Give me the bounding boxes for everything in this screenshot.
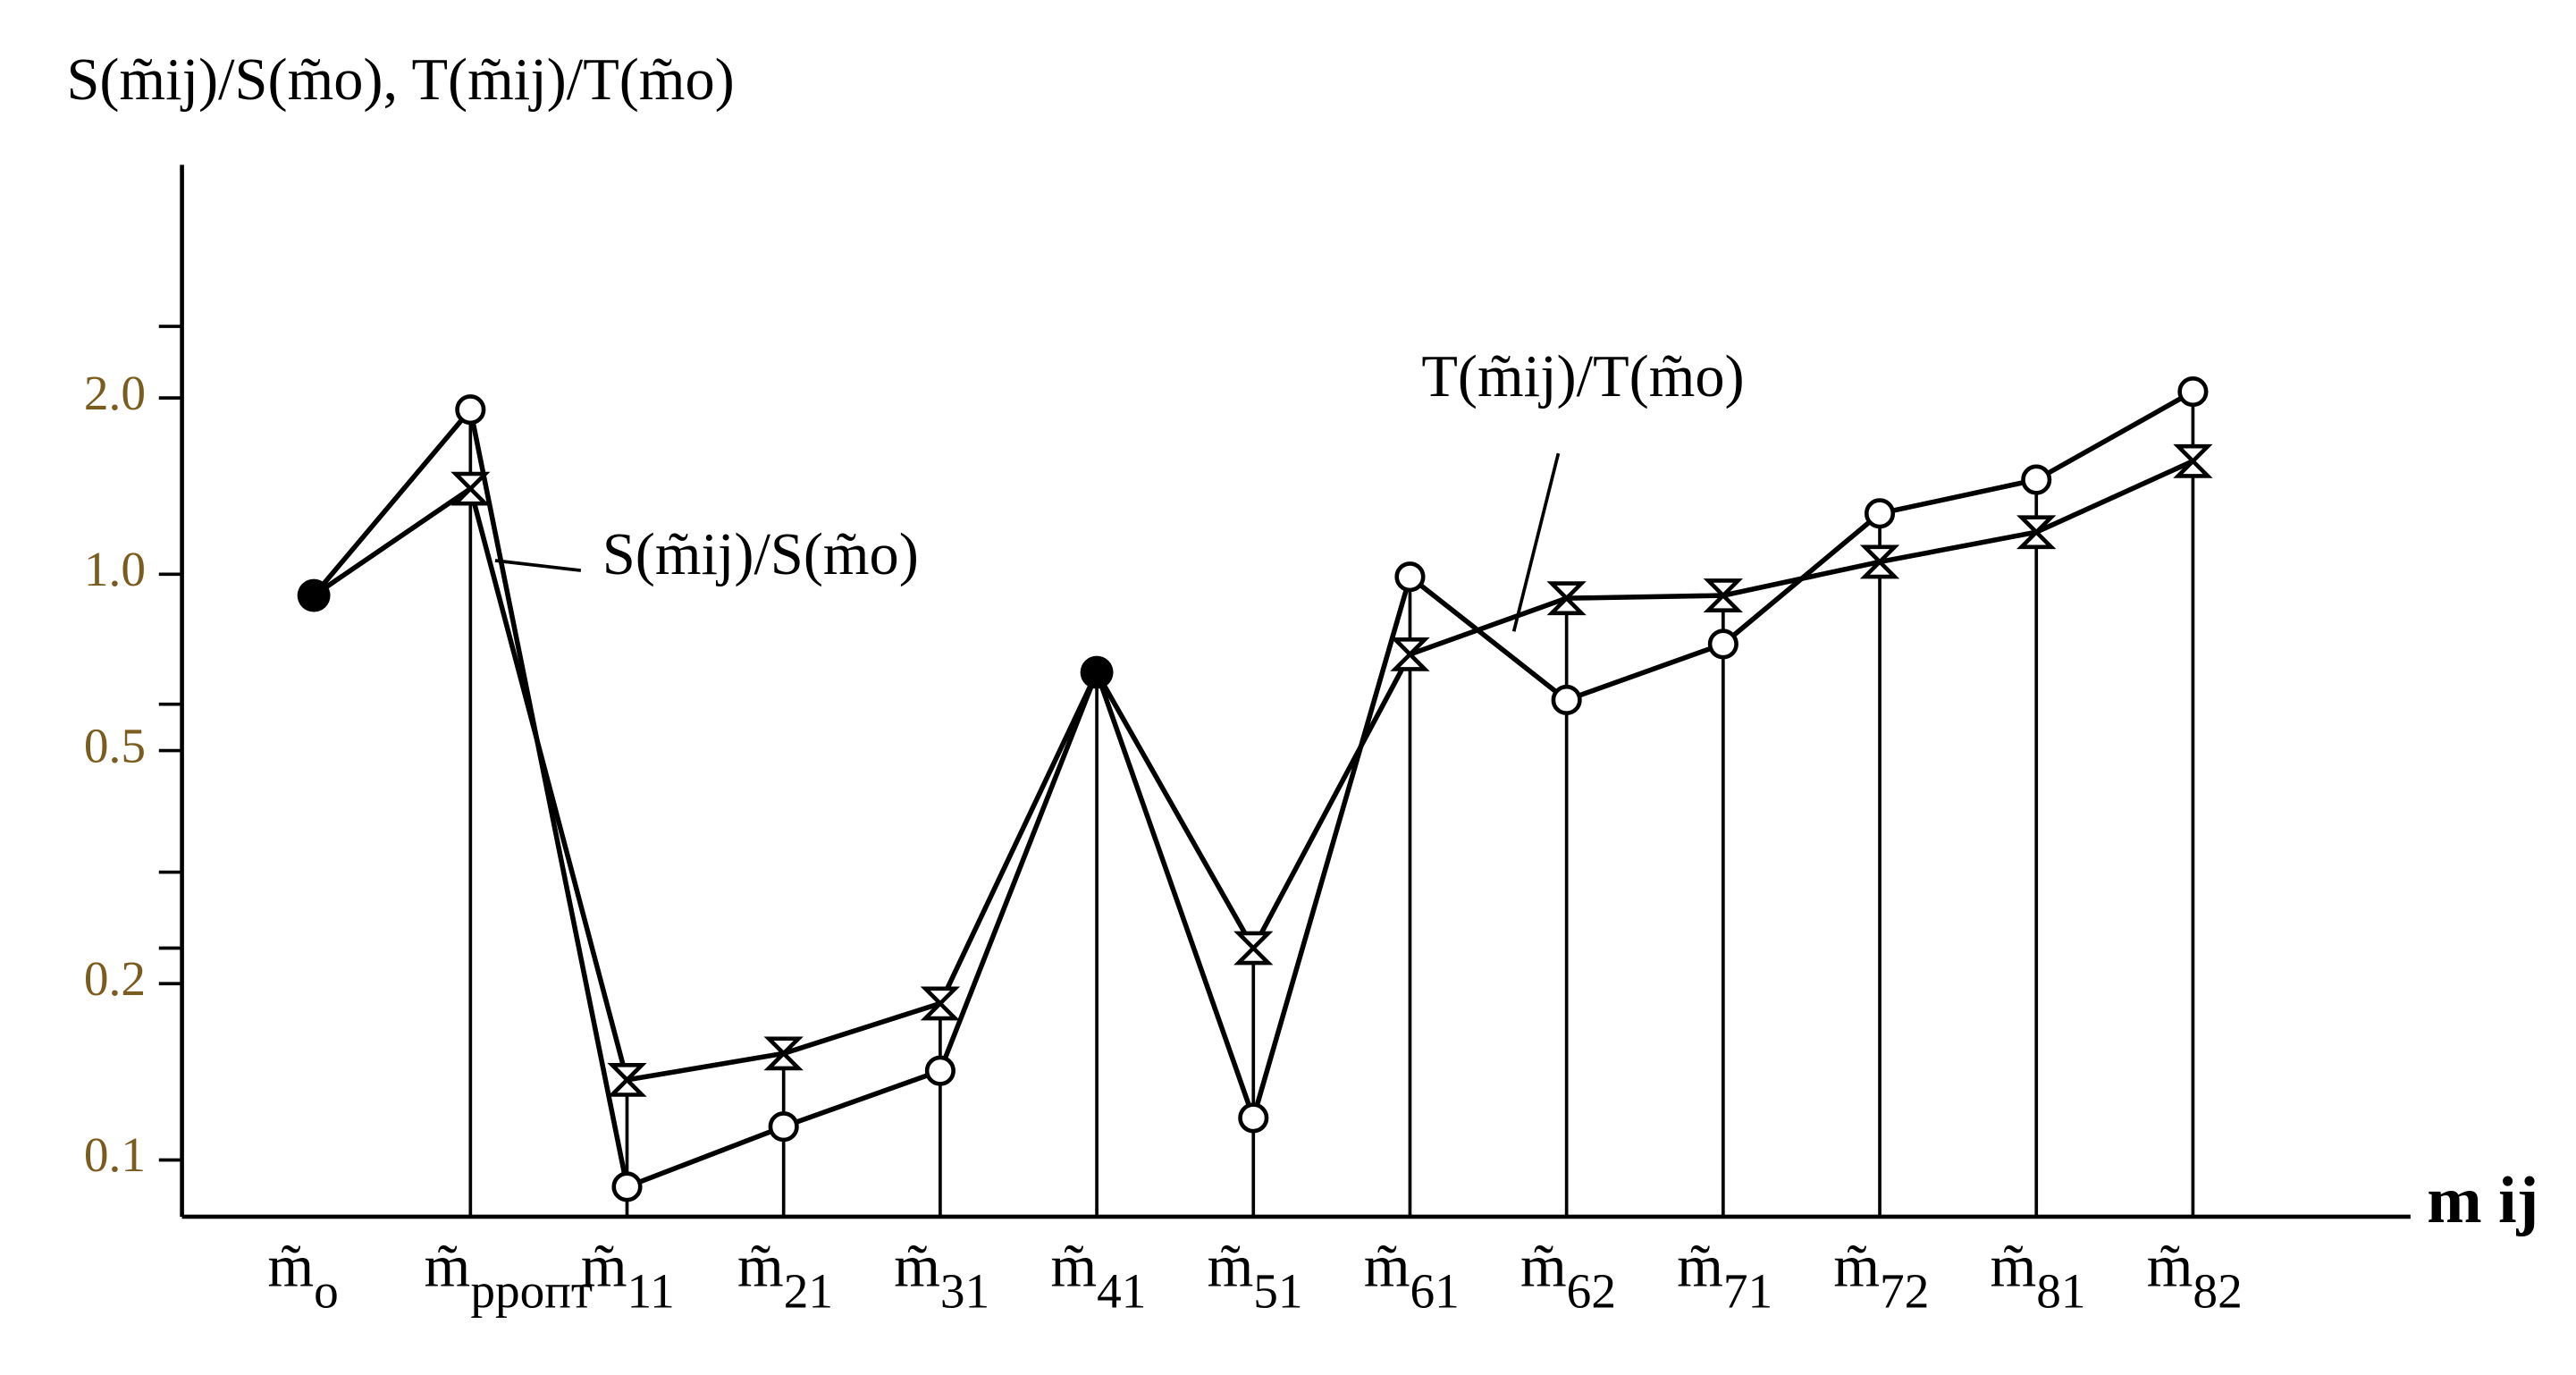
annotation-leader [494, 559, 582, 572]
marker [1707, 628, 1738, 660]
y-tick-label: 0.1 [84, 1127, 146, 1182]
series-label: T(m̃ij)/T(m̃o) [1421, 344, 1744, 409]
x-tick-label: m̃21 [737, 1235, 833, 1318]
x-tick-label: m̃11 [581, 1235, 675, 1318]
x-tick-label: m̃51 [1208, 1235, 1303, 1318]
marker [768, 1111, 799, 1143]
marker [763, 1036, 804, 1071]
y-tick-label: 0.2 [84, 951, 146, 1006]
y-tick-label: 0.5 [84, 718, 146, 772]
x-axis-title: m ij [2427, 1163, 2538, 1236]
marker [1394, 561, 1426, 593]
x-tick-label: m̃72 [1833, 1235, 1929, 1318]
y-tick-label: 2.0 [84, 366, 146, 420]
annotation-leader [1511, 452, 1561, 632]
x-tick-label: m̃62 [1520, 1235, 1616, 1318]
marker [1080, 655, 1114, 689]
marker [1703, 578, 1744, 612]
marker [1551, 684, 1582, 716]
x-tick-label: m̃o [267, 1235, 338, 1318]
marker [1864, 498, 1896, 529]
marker [2173, 443, 2213, 478]
x-tick-label: m̃82 [2147, 1235, 2243, 1318]
x-tick-label: m̃61 [1364, 1235, 1460, 1318]
marker [1233, 931, 1274, 966]
y-axis-title: S(m̃ij)/S(m̃o), T(m̃ij)/T(m̃o) [67, 47, 735, 113]
marker [1546, 581, 1587, 616]
x-tick-label: m̃41 [1050, 1235, 1146, 1318]
marker [2021, 464, 2052, 495]
marker [455, 394, 486, 426]
marker [920, 986, 961, 1021]
marker [924, 1055, 955, 1086]
series-label: S(m̃ij)/S(m̃o) [602, 522, 919, 587]
marker [2016, 515, 2057, 550]
x-tick-label: m̃31 [894, 1235, 989, 1318]
x-tick-label: m̃71 [1677, 1235, 1772, 1318]
y-tick-label: 1.0 [84, 542, 146, 596]
marker [2177, 376, 2209, 408]
x-tick-label: m̃ppопт [425, 1235, 593, 1318]
marker [450, 471, 491, 506]
marker [607, 1063, 647, 1097]
x-tick-label: m̃81 [1991, 1235, 2086, 1318]
marker [1238, 1102, 1269, 1134]
marker [1390, 637, 1430, 671]
marker [1859, 544, 1900, 579]
marker [297, 578, 331, 612]
marker [611, 1171, 643, 1202]
